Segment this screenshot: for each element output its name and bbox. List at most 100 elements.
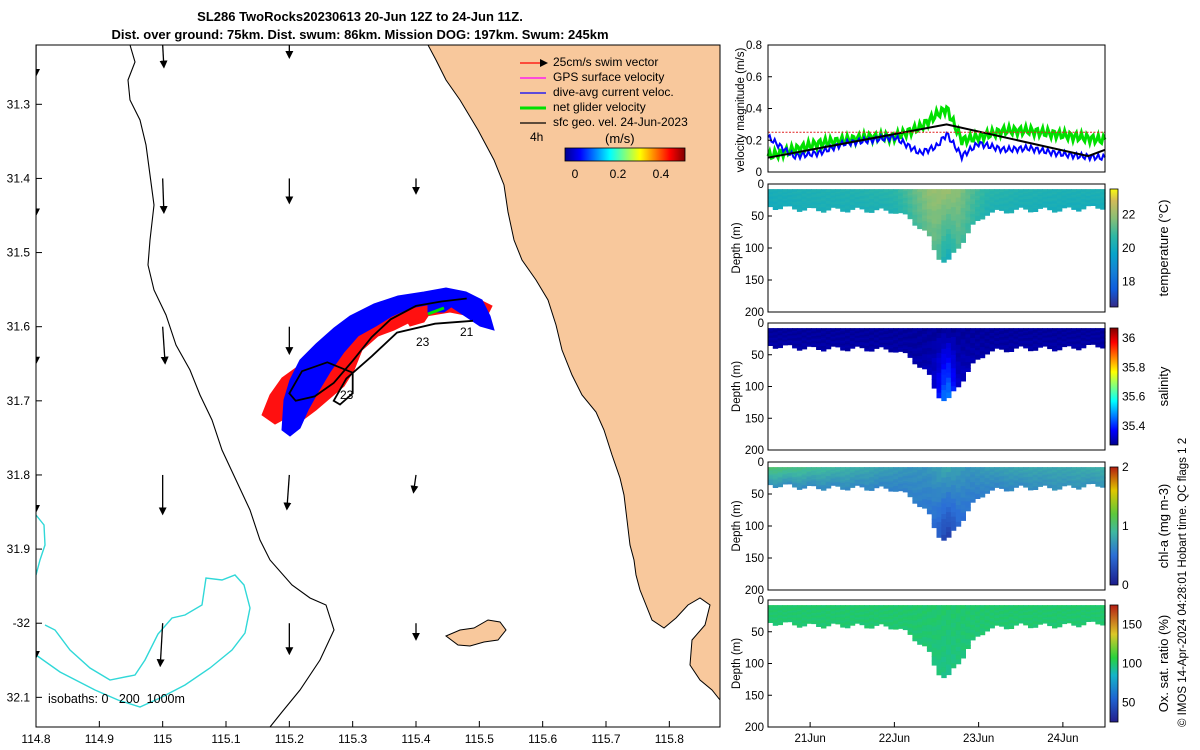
section-cell <box>849 471 856 474</box>
section-cell <box>1052 341 1058 344</box>
section-cell <box>859 189 865 192</box>
section-cell <box>926 364 933 369</box>
section-cell <box>902 474 909 477</box>
section-cell <box>960 646 966 651</box>
section-cell <box>777 340 783 343</box>
section-cell <box>950 467 957 473</box>
section-cell <box>902 472 909 475</box>
footer-credit: © IMOS 14-Apr-2024 04:28:01 Hobart time.… <box>1177 438 1189 727</box>
section-cell <box>1018 468 1024 471</box>
section-cell <box>1052 342 1058 345</box>
section-cell <box>849 613 856 616</box>
section-cell <box>835 189 841 192</box>
depth-axis-label: Depth (m) <box>731 638 743 689</box>
section-cell <box>854 203 861 206</box>
section-cell <box>989 339 995 342</box>
section-cell <box>898 478 904 482</box>
section-cell <box>792 328 798 331</box>
section-cell <box>907 605 913 608</box>
section-cell <box>772 343 779 346</box>
section-cell <box>922 499 928 503</box>
section-cell <box>893 334 899 338</box>
section-cell <box>926 608 933 613</box>
section-cell <box>1071 194 1077 197</box>
section-cell <box>883 608 889 611</box>
section-cell <box>1056 334 1063 337</box>
section-cell <box>1066 194 1072 197</box>
section-cell <box>936 522 942 528</box>
section-cell <box>1023 468 1029 471</box>
section-cell <box>1056 473 1063 476</box>
section-cell <box>994 613 1000 616</box>
section-cell <box>965 195 971 200</box>
section-cell <box>1085 468 1092 471</box>
section-cell <box>772 333 779 336</box>
section-cell <box>1047 345 1053 348</box>
section-cell <box>984 191 990 194</box>
section-cell <box>926 648 933 652</box>
section-cell <box>782 614 788 617</box>
section-cell <box>1080 617 1087 620</box>
section-cell <box>840 476 846 479</box>
section-cell <box>917 630 923 634</box>
section-cell <box>1008 478 1015 482</box>
section-cell <box>883 477 889 480</box>
section-cell <box>821 610 827 613</box>
section-cell <box>936 249 942 255</box>
section-cell <box>1085 335 1092 337</box>
section-cell <box>801 195 808 198</box>
section-cell <box>984 485 990 489</box>
section-cell <box>922 475 928 480</box>
section-cell <box>859 610 865 613</box>
section-cell <box>830 330 836 333</box>
section-cell <box>835 337 841 340</box>
section-cell <box>902 205 909 208</box>
section-cell <box>1066 477 1072 480</box>
section-cell <box>1018 329 1024 332</box>
section-cell <box>1061 345 1068 348</box>
section-cell <box>999 190 1005 193</box>
section-cell <box>941 251 947 258</box>
section-cell <box>1076 203 1082 206</box>
section-cell <box>950 512 957 518</box>
section-cell <box>936 477 942 483</box>
section-cell <box>917 225 923 230</box>
section-cell <box>782 343 788 346</box>
section-cell <box>1056 340 1063 343</box>
section-cell <box>1071 196 1077 199</box>
section-cell <box>1061 340 1068 342</box>
section-cell <box>960 620 966 625</box>
section-cell <box>941 514 947 520</box>
section-cell <box>1071 470 1077 472</box>
section-cell <box>792 610 798 613</box>
section-cell <box>926 192 933 197</box>
section-cell <box>1076 337 1082 340</box>
section-cell <box>811 193 817 195</box>
section-cell <box>845 476 851 480</box>
section-cell <box>902 197 909 201</box>
day-label-21: 21 <box>460 325 474 339</box>
section-cell <box>772 475 779 478</box>
section-cell <box>888 487 894 490</box>
section-cell <box>898 348 904 351</box>
section-cell <box>1028 189 1034 192</box>
section-cell <box>825 618 832 621</box>
section-cell <box>898 336 904 339</box>
section-cell <box>806 611 812 614</box>
section-cell <box>777 337 783 340</box>
section-cell <box>1037 613 1043 616</box>
section-cell <box>979 353 986 357</box>
section-cell <box>912 610 918 614</box>
colorbar-tick-label: 36 <box>1122 331 1136 345</box>
section-cell <box>811 480 817 483</box>
section-cell <box>975 339 981 342</box>
section-cell <box>1042 334 1048 337</box>
section-cell <box>849 190 856 193</box>
section-cell <box>796 606 803 609</box>
section-cell <box>1023 194 1029 197</box>
colorbar-tick-label: 1 <box>1122 519 1129 533</box>
section-cell <box>1028 344 1034 347</box>
section-cell <box>1066 467 1072 469</box>
section-cell <box>825 624 832 627</box>
section-cell <box>840 200 846 203</box>
